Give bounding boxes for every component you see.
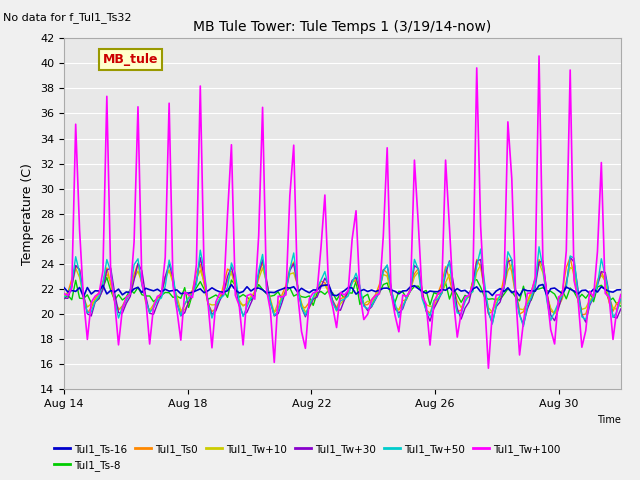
- Text: No data for f_Tul1_Ts32: No data for f_Tul1_Ts32: [3, 12, 132, 23]
- Title: MB Tule Tower: Tule Temps 1 (3/19/14-now): MB Tule Tower: Tule Temps 1 (3/19/14-now…: [193, 21, 492, 35]
- Legend: Tul1_Ts-16, Tul1_Ts-8, Tul1_Ts0, Tul1_Tw+10, Tul1_Tw+30, Tul1_Tw+50, Tul1_Tw+100: Tul1_Ts-16, Tul1_Ts-8, Tul1_Ts0, Tul1_Tw…: [50, 439, 564, 475]
- Y-axis label: Temperature (C): Temperature (C): [22, 163, 35, 264]
- Text: Time: Time: [597, 415, 621, 425]
- Text: MB_tule: MB_tule: [103, 53, 159, 66]
